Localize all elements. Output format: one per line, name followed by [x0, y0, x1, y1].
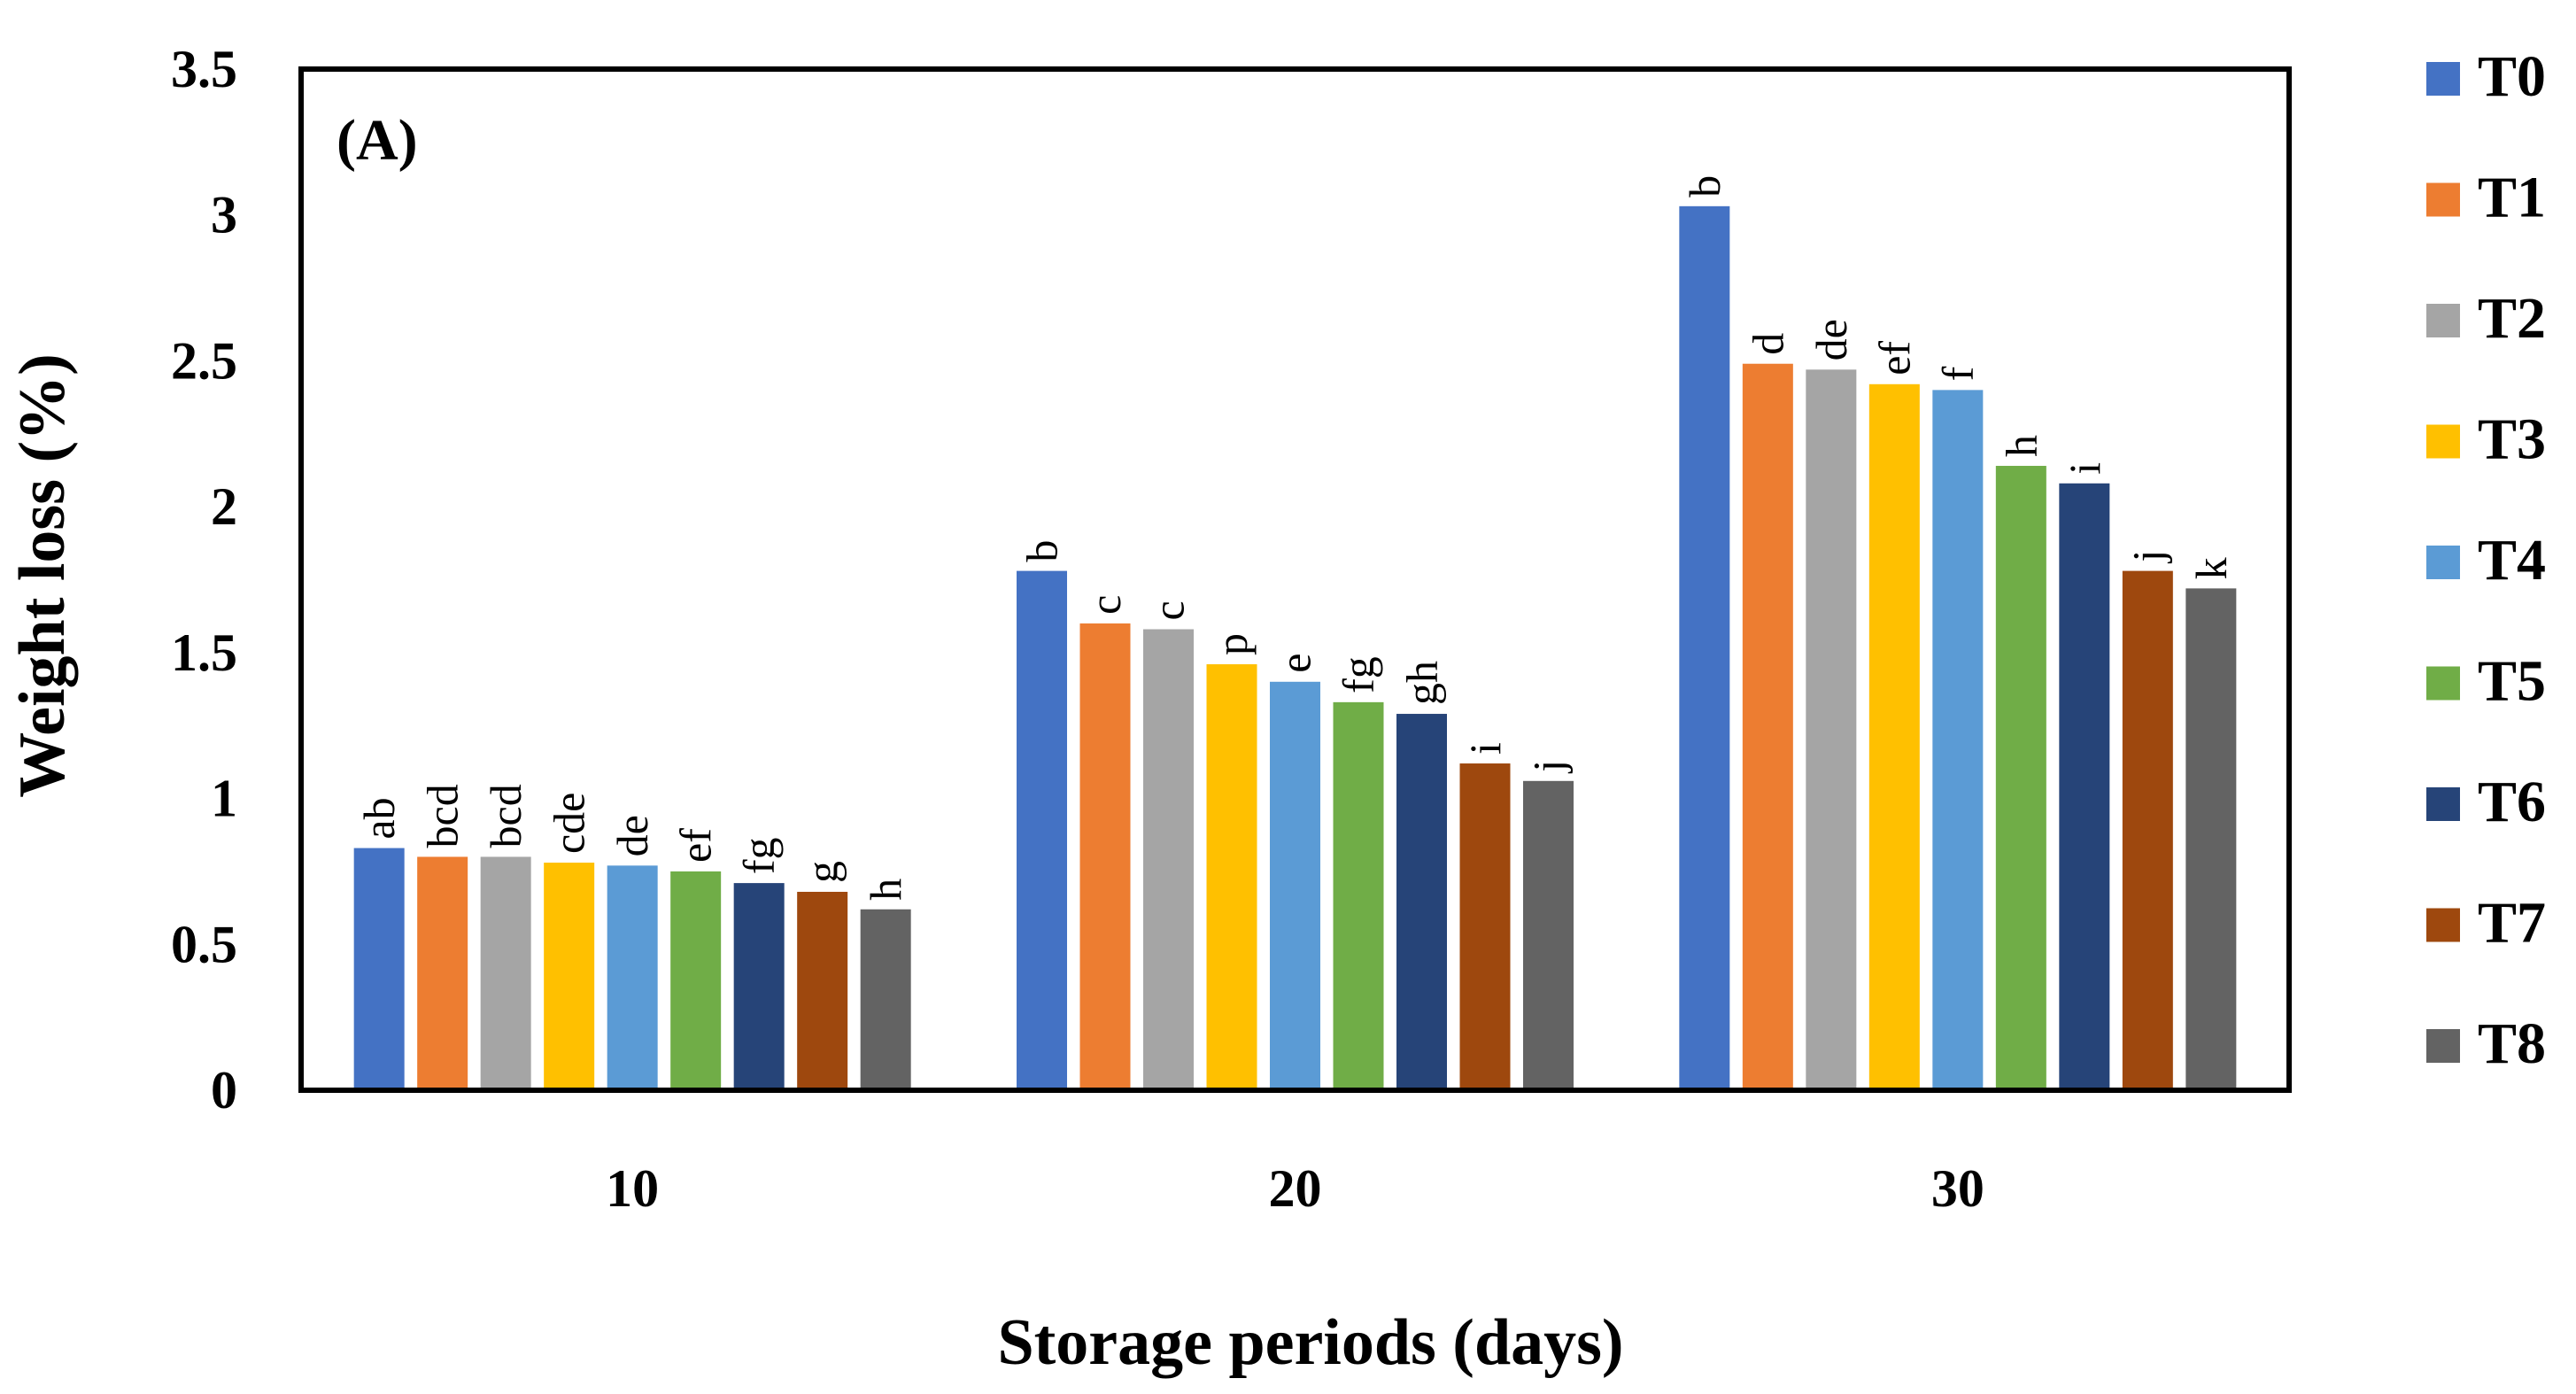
bar-t5-day-30: [1995, 466, 2046, 1090]
bar-t1-day-10: [417, 856, 468, 1090]
legend-label-t4: T4: [2478, 528, 2546, 592]
significance-letter: d: [1743, 333, 1792, 355]
bar-t6-day-10: [733, 883, 785, 1090]
bar-t6-day-30: [2059, 483, 2110, 1090]
x-tick-label: 20: [1269, 1159, 1322, 1218]
significance-letter: e: [1271, 654, 1320, 673]
significance-letter: de: [1806, 319, 1856, 360]
legend: T0 T1 T2 T3 T4 T5 T6 T7 T8: [2426, 44, 2546, 1076]
bar-t5-day-20: [1333, 701, 1384, 1090]
y-tick-label: 2.5: [171, 331, 237, 390]
significance-letter: f: [1933, 366, 1983, 381]
x-tick-label: 10: [606, 1159, 659, 1218]
bars-layer: [353, 205, 2237, 1091]
bar-t1-day-30: [1742, 363, 1793, 1090]
significance-letter: h: [861, 879, 910, 901]
legend-label-t5: T5: [2478, 649, 2546, 714]
legend-label-t3: T3: [2478, 407, 2546, 472]
legend-swatch-t3: [2426, 424, 2460, 459]
bar-t2-day-30: [1806, 369, 1857, 1091]
bar-t4-day-20: [1270, 681, 1320, 1090]
significance-letter: de: [607, 815, 657, 856]
legend-swatch-t4: [2426, 546, 2460, 579]
legend-swatch-t7: [2426, 908, 2460, 942]
plot-area-frame: [298, 66, 2292, 1093]
significance-letter: g: [798, 861, 847, 883]
significance-letter: fg: [734, 837, 784, 874]
significance-letter: ab: [354, 797, 404, 839]
legend-label-t0: T0: [2478, 44, 2546, 109]
x-axis-title: Storage periods (days): [997, 1306, 1623, 1379]
x-tick-labels: 10 20 30: [606, 1159, 1984, 1218]
significance-letter: i: [1460, 742, 1510, 755]
significance-letter: bcd: [418, 784, 468, 848]
x-tick-label: 30: [1931, 1159, 1984, 1218]
legend-label-t1: T1: [2478, 166, 2546, 230]
bar-t7-day-30: [2122, 570, 2173, 1090]
significance-letter: fg: [1334, 656, 1383, 693]
panel-label: (A): [337, 108, 418, 173]
legend-swatch-t0: [2426, 62, 2460, 96]
legend-label-t7: T7: [2478, 891, 2546, 956]
bar-t3-day-20: [1206, 664, 1257, 1090]
significance-letter: ef: [1869, 341, 1919, 376]
bar-t7-day-20: [1459, 763, 1511, 1090]
y-tick-label: 0.5: [171, 915, 237, 973]
legend-swatch-t1: [2426, 182, 2460, 217]
significance-letter: gh: [1397, 661, 1447, 705]
significance-letter: ef: [671, 828, 721, 863]
y-tick-label: 3.5: [171, 40, 237, 98]
bar-t2-day-20: [1143, 629, 1194, 1090]
bar-t8-day-10: [860, 909, 911, 1090]
bar-t4-day-30: [1932, 390, 1984, 1090]
legend-label-t2: T2: [2478, 286, 2546, 351]
y-tick-label: 1: [211, 770, 237, 828]
y-tick-label: 0: [211, 1061, 237, 1119]
significance-letter: bcd: [481, 784, 530, 848]
bar-t8-day-30: [2185, 588, 2237, 1090]
legend-swatch-t5: [2426, 666, 2460, 701]
legend-label-t8: T8: [2478, 1011, 2546, 1076]
significance-letter: j: [2123, 550, 2172, 564]
significance-letter: b: [1680, 175, 1729, 197]
legend-swatch-t6: [2426, 787, 2460, 821]
legend-swatch-t2: [2426, 304, 2460, 337]
significance-letter: i: [2060, 462, 2109, 475]
bar-t7-day-10: [797, 891, 848, 1090]
y-tick-label: 2: [211, 477, 237, 536]
significance-letter: cde: [545, 793, 594, 854]
bar-t8-day-20: [1523, 780, 1574, 1090]
significance-letter: p: [1207, 633, 1257, 655]
bar-t6-day-20: [1396, 714, 1447, 1090]
bar-t2-day-10: [480, 856, 531, 1090]
legend-label-t6: T6: [2478, 770, 2546, 834]
significance-letter: c: [1144, 600, 1194, 620]
y-tick-label: 1.5: [171, 623, 237, 682]
significance-letter: c: [1080, 595, 1130, 615]
bar-t3-day-10: [544, 863, 595, 1090]
y-tick-labels: 0 0.5 1 1.5 2 2.5 3 3.5: [171, 40, 237, 1119]
legend-swatch-t8: [2426, 1029, 2460, 1063]
significance-letter: b: [1017, 540, 1067, 562]
bar-t0-day-20: [1017, 570, 1067, 1090]
y-tick-label: 3: [211, 186, 237, 244]
significance-letter: h: [1996, 435, 2046, 457]
bar-t0-day-30: [1679, 205, 1730, 1090]
significance-letter: k: [2186, 557, 2236, 579]
bar-t3-day-30: [1868, 383, 1920, 1091]
bar-t5-day-10: [670, 871, 722, 1090]
significance-letter: j: [1524, 760, 1574, 774]
y-axis-title: Weight loss (%): [6, 353, 79, 798]
bar-t0-day-10: [353, 848, 405, 1090]
bar-t1-day-20: [1079, 623, 1131, 1090]
bar-t4-day-10: [607, 865, 658, 1090]
